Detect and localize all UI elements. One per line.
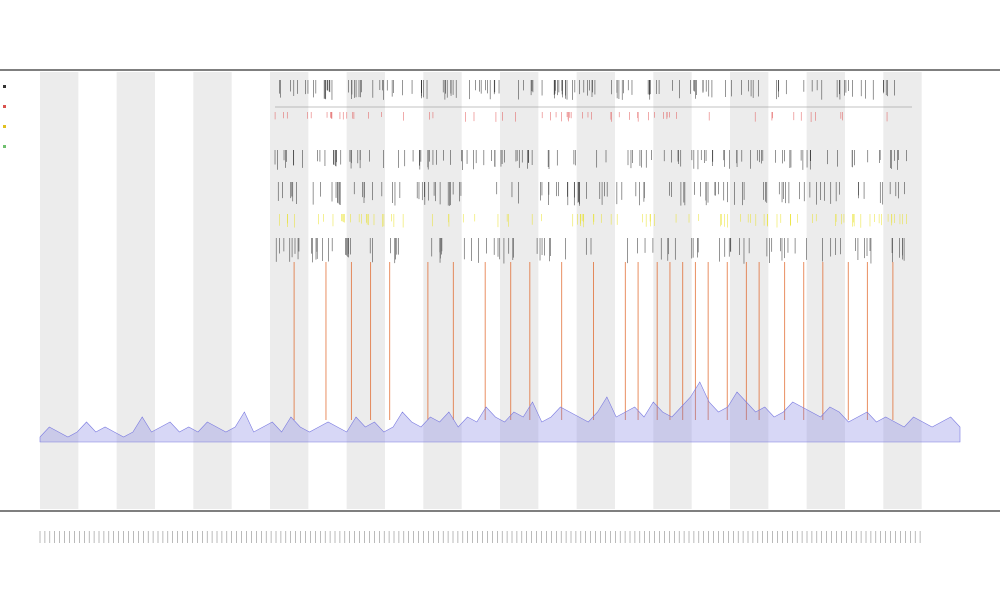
band [270,72,309,509]
band [883,72,922,509]
band [500,72,539,509]
band [346,72,385,509]
band [730,72,769,509]
legend-swatch [3,105,6,108]
legend-swatch [3,85,6,88]
coverage-area [39,381,961,443]
coverage-series [39,381,961,443]
legend-swatch [3,125,6,128]
band [116,72,155,509]
band [40,72,79,509]
feature-tracks [274,80,912,264]
hotspot-lines [293,262,894,420]
band [423,72,462,509]
x-tick-labels [39,531,921,543]
band [576,72,615,509]
legend [3,85,6,148]
band [653,72,692,509]
legend-swatch [3,145,6,148]
band [806,72,845,509]
band [193,72,232,509]
shaded-bands [40,72,922,509]
